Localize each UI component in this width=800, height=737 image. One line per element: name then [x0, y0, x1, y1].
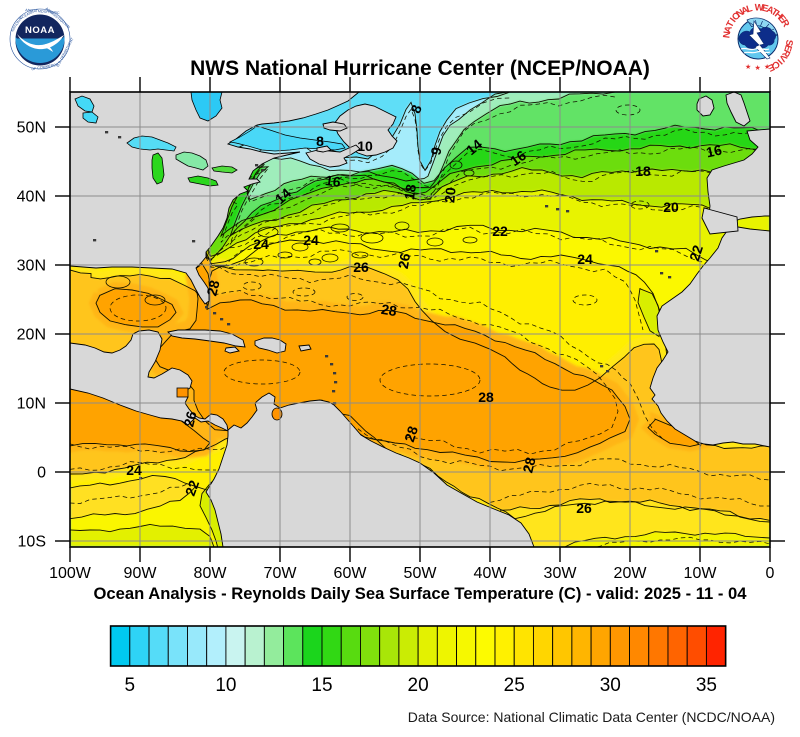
svg-text:24: 24 [126, 462, 142, 478]
svg-text:16: 16 [324, 172, 342, 190]
svg-text:I: I [775, 56, 785, 66]
svg-text:Data Source: National Climatic: Data Source: National Climatic Data Cent… [408, 709, 775, 725]
svg-text:E: E [775, 13, 788, 25]
svg-text:N: N [721, 30, 733, 38]
svg-text:A: A [765, 4, 776, 17]
svg-text:9: 9 [427, 146, 444, 157]
svg-text:NWS National Hurricane Center: NWS National Hurricane Center (NCEP/NOAA… [190, 57, 650, 80]
svg-text:A: A [739, 4, 750, 17]
svg-text:R: R [779, 48, 792, 59]
svg-text:W: W [754, 2, 763, 13]
svg-text:AND ATMOSPHERIC: AND ATMOSPHERIC [25, 8, 60, 15]
svg-text:Ocean Analysis - Reynolds Dail: Ocean Analysis - Reynolds Daily Sea Surf… [94, 584, 748, 603]
svg-text:T: T [769, 7, 780, 20]
svg-text:OCEANIC: OCEANIC [19, 9, 36, 20]
svg-text:50N: 50N [17, 120, 46, 137]
svg-text:30W: 30W [544, 565, 578, 582]
svg-text:E: E [766, 61, 776, 74]
svg-text:R: R [778, 18, 791, 30]
svg-text:18: 18 [635, 163, 651, 179]
svg-text:26: 26 [180, 409, 199, 428]
svg-text:16: 16 [705, 142, 724, 161]
svg-text:8: 8 [316, 133, 324, 149]
svg-text:20: 20 [441, 186, 458, 203]
svg-text:90W: 90W [124, 565, 158, 582]
svg-text:L: L [745, 3, 754, 15]
svg-text:40N: 40N [17, 189, 46, 206]
svg-text:10N: 10N [17, 396, 46, 413]
svg-text:E: E [781, 43, 793, 52]
svg-text:28: 28 [401, 424, 421, 444]
svg-text:20W: 20W [614, 565, 648, 582]
svg-text:0: 0 [37, 465, 46, 482]
svg-text:★: ★ [745, 63, 751, 71]
svg-text:20N: 20N [17, 327, 46, 344]
svg-text:24: 24 [303, 232, 319, 248]
svg-text:26: 26 [395, 252, 413, 270]
svg-text:22: 22 [686, 243, 706, 263]
svg-text:T: T [724, 19, 737, 29]
svg-text:15: 15 [311, 675, 332, 696]
svg-text:28: 28 [380, 301, 398, 319]
svg-text:28: 28 [519, 455, 538, 474]
svg-text:40W: 40W [474, 565, 508, 582]
svg-text:70W: 70W [264, 565, 298, 582]
svg-text:10: 10 [357, 138, 373, 154]
svg-text:28: 28 [203, 278, 222, 297]
svg-text:★: ★ [755, 64, 761, 72]
svg-text:60W: 60W [334, 565, 368, 582]
svg-text:10W: 10W [684, 565, 718, 582]
svg-text:0: 0 [766, 565, 775, 582]
svg-text:E: E [761, 3, 770, 15]
svg-text:A: A [722, 24, 735, 34]
svg-text:NOAA: NOAA [25, 25, 55, 36]
svg-text:24: 24 [253, 236, 269, 252]
svg-text:5: 5 [125, 675, 136, 696]
svg-text:35: 35 [696, 675, 717, 696]
svg-text:100W: 100W [49, 565, 92, 582]
svg-text:S: S [783, 39, 795, 47]
svg-text:30: 30 [600, 675, 621, 696]
svg-text:24: 24 [577, 251, 593, 267]
svg-text:28: 28 [478, 389, 494, 405]
svg-text:50W: 50W [404, 565, 438, 582]
svg-text:26: 26 [576, 500, 592, 516]
svg-text:22: 22 [182, 478, 202, 498]
svg-text:25: 25 [504, 675, 525, 696]
svg-text:20: 20 [663, 199, 679, 215]
svg-text:OF COMMERCE: OF COMMERCE [31, 63, 59, 72]
svg-text:22: 22 [492, 223, 508, 239]
svg-text:20: 20 [408, 675, 429, 696]
svg-text:26: 26 [353, 259, 369, 275]
svg-text:10S: 10S [18, 534, 46, 551]
svg-text:80W: 80W [194, 565, 228, 582]
svg-text:18: 18 [401, 183, 419, 201]
svg-text:30N: 30N [17, 258, 46, 275]
svg-text:★: ★ [764, 63, 770, 71]
svg-text:I: I [728, 16, 738, 25]
svg-text:10: 10 [215, 675, 236, 696]
